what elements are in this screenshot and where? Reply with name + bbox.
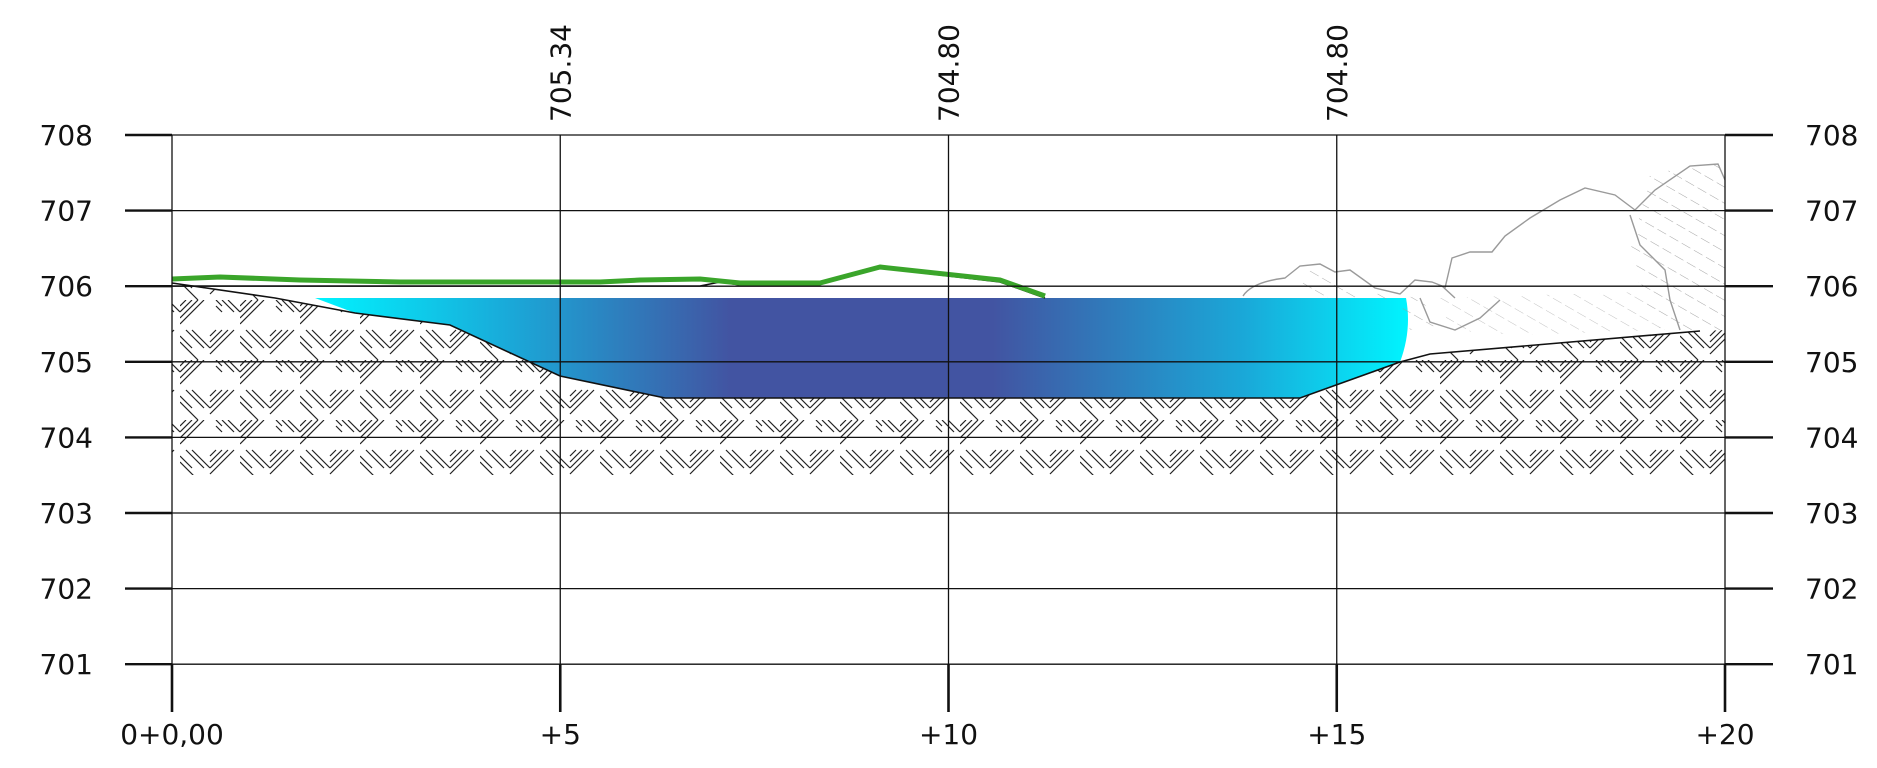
grid xyxy=(125,133,1773,712)
grass-strip xyxy=(171,264,1046,299)
rock-hatched-area-mid xyxy=(1440,292,1660,335)
ground-line xyxy=(171,282,1701,399)
elevation-label-right: 706 xyxy=(1805,270,1858,303)
elevation-label-right: 705 xyxy=(1805,346,1858,379)
water-body xyxy=(315,298,1408,398)
elevation-label-left: 705 xyxy=(40,346,93,379)
elevation-label-left: 704 xyxy=(40,421,93,454)
station-label: +20 xyxy=(1695,718,1754,751)
elevation-label-left: 703 xyxy=(40,497,93,530)
elevation-label-right: 708 xyxy=(1805,119,1858,152)
station-label: +5 xyxy=(540,718,581,751)
top-elevation-label: 705.34 xyxy=(544,24,577,122)
station-label: +15 xyxy=(1307,718,1366,751)
elevation-label-right: 704 xyxy=(1805,421,1858,454)
elevation-label-left: 708 xyxy=(40,119,93,152)
top-elevation-label: 704.80 xyxy=(933,24,966,122)
station-label: +10 xyxy=(919,718,978,751)
elevation-label-right: 701 xyxy=(1805,648,1858,681)
elevation-label-right: 707 xyxy=(1805,195,1858,228)
elevation-label-left: 706 xyxy=(40,270,93,303)
elevation-label-left: 707 xyxy=(40,195,93,228)
axis-labels: 708 708 707 707 706 706 705 705 704 704 703 703 702 7… xyxy=(40,24,1859,751)
rock-hatched-area xyxy=(1630,164,1725,330)
elevation-label-right: 702 xyxy=(1805,573,1858,606)
elevation-label-left: 702 xyxy=(40,573,93,606)
elevation-label-right: 703 xyxy=(1805,497,1858,530)
rock-hatched-area-lower xyxy=(1300,270,1440,330)
station-label: 0+0,00 xyxy=(120,718,224,751)
top-elevation-label: 704.80 xyxy=(1321,24,1354,122)
elevation-label-left: 701 xyxy=(40,648,93,681)
